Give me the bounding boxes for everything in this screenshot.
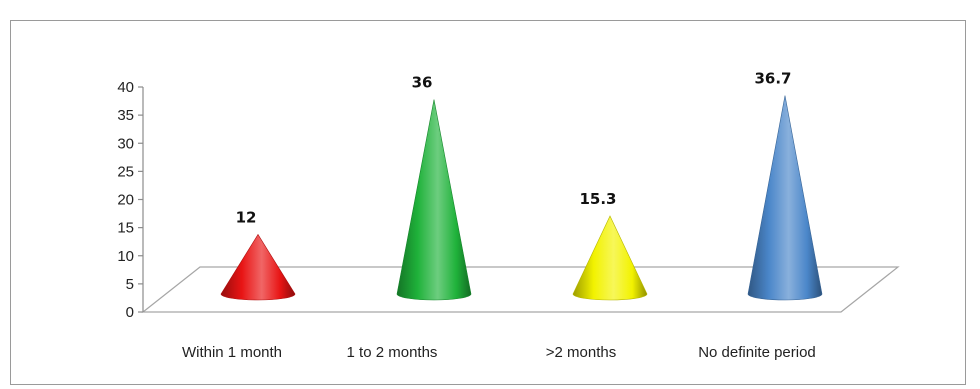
y-axis: 0 5 10 15 20 25 30 35 40 <box>117 79 144 321</box>
cone-1 <box>220 233 296 301</box>
cone-body <box>220 233 296 301</box>
cone-body <box>396 99 472 301</box>
cone-body <box>572 215 648 301</box>
floor-outline <box>141 266 900 313</box>
y-tick-label: 30 <box>117 135 134 152</box>
cone-2 <box>396 99 472 301</box>
cone-series <box>220 95 823 301</box>
category-label: No definite period <box>698 344 816 361</box>
cone-4 <box>747 95 823 301</box>
y-tick-label: 10 <box>117 248 134 265</box>
data-label: 36 <box>412 74 433 92</box>
y-tick-label: 5 <box>126 276 134 293</box>
y-tick-label: 35 <box>117 107 134 124</box>
y-tick-label: 20 <box>117 192 134 209</box>
category-label: Within 1 month <box>182 344 282 361</box>
data-label: 15.3 <box>579 190 616 208</box>
category-label: >2 months <box>546 344 616 361</box>
y-tick-label: 15 <box>117 220 134 237</box>
y-tick-label: 0 <box>126 304 134 321</box>
cone-body <box>747 95 823 301</box>
category-label: 1 to 2 months <box>347 344 438 361</box>
chart-frame <box>10 20 966 385</box>
y-tick-label: 40 <box>117 79 134 96</box>
data-labels: 12 36 15.3 36.7 <box>236 70 792 227</box>
data-label: 36.7 <box>754 70 791 88</box>
y-tick-label: 25 <box>117 163 134 180</box>
chart-floor <box>141 266 900 313</box>
category-labels: Within 1 month 1 to 2 months >2 months No d… <box>182 344 816 361</box>
cone-3 <box>572 215 648 301</box>
data-label: 12 <box>236 209 257 227</box>
